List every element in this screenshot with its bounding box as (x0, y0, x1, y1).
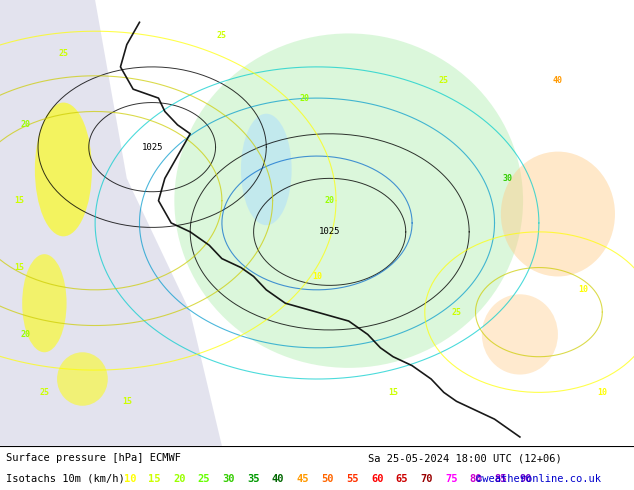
Text: 10: 10 (597, 388, 607, 397)
Text: 10: 10 (312, 272, 322, 281)
Text: 80: 80 (470, 474, 482, 484)
Text: 55: 55 (346, 474, 359, 484)
Text: 1025: 1025 (319, 227, 340, 236)
Text: 70: 70 (420, 474, 433, 484)
Text: 10: 10 (124, 474, 136, 484)
Text: Surface pressure [hPa] ECMWF: Surface pressure [hPa] ECMWF (6, 453, 181, 463)
Text: 50: 50 (321, 474, 334, 484)
Text: 10: 10 (578, 285, 588, 294)
Text: 75: 75 (445, 474, 458, 484)
Text: 25: 25 (39, 388, 49, 397)
Text: 25: 25 (439, 76, 449, 85)
Text: 60: 60 (371, 474, 384, 484)
Text: 20: 20 (299, 94, 309, 102)
Text: 20: 20 (20, 330, 30, 339)
Text: 45: 45 (297, 474, 309, 484)
Text: 25: 25 (198, 474, 210, 484)
Text: 15: 15 (148, 474, 161, 484)
Text: Isotachs 10m (km/h): Isotachs 10m (km/h) (6, 474, 131, 484)
Text: 35: 35 (247, 474, 260, 484)
Ellipse shape (482, 294, 558, 374)
Text: 30: 30 (223, 474, 235, 484)
Text: 30: 30 (502, 174, 512, 183)
Text: 85: 85 (495, 474, 507, 484)
Ellipse shape (501, 151, 615, 276)
Ellipse shape (174, 33, 523, 368)
Text: 40: 40 (553, 76, 563, 85)
Text: 15: 15 (14, 196, 24, 205)
Text: 25: 25 (217, 31, 227, 40)
Text: 25: 25 (58, 49, 68, 58)
Text: 90: 90 (519, 474, 532, 484)
Text: ©weatheronline.co.uk: ©weatheronline.co.uk (476, 474, 600, 484)
Ellipse shape (35, 102, 92, 236)
Ellipse shape (57, 352, 108, 406)
Polygon shape (0, 0, 222, 446)
Text: 15: 15 (122, 397, 132, 406)
Text: 20: 20 (173, 474, 186, 484)
Text: Sa 25-05-2024 18:00 UTC (12+06): Sa 25-05-2024 18:00 UTC (12+06) (368, 453, 562, 463)
Text: 15: 15 (14, 263, 24, 272)
Ellipse shape (22, 254, 67, 352)
Text: 65: 65 (396, 474, 408, 484)
Ellipse shape (241, 114, 292, 225)
Text: 20: 20 (20, 121, 30, 129)
Text: 20: 20 (325, 196, 335, 205)
Text: 1025: 1025 (141, 143, 163, 151)
Text: 15: 15 (388, 388, 398, 397)
Text: 40: 40 (272, 474, 285, 484)
Text: 25: 25 (451, 308, 462, 317)
